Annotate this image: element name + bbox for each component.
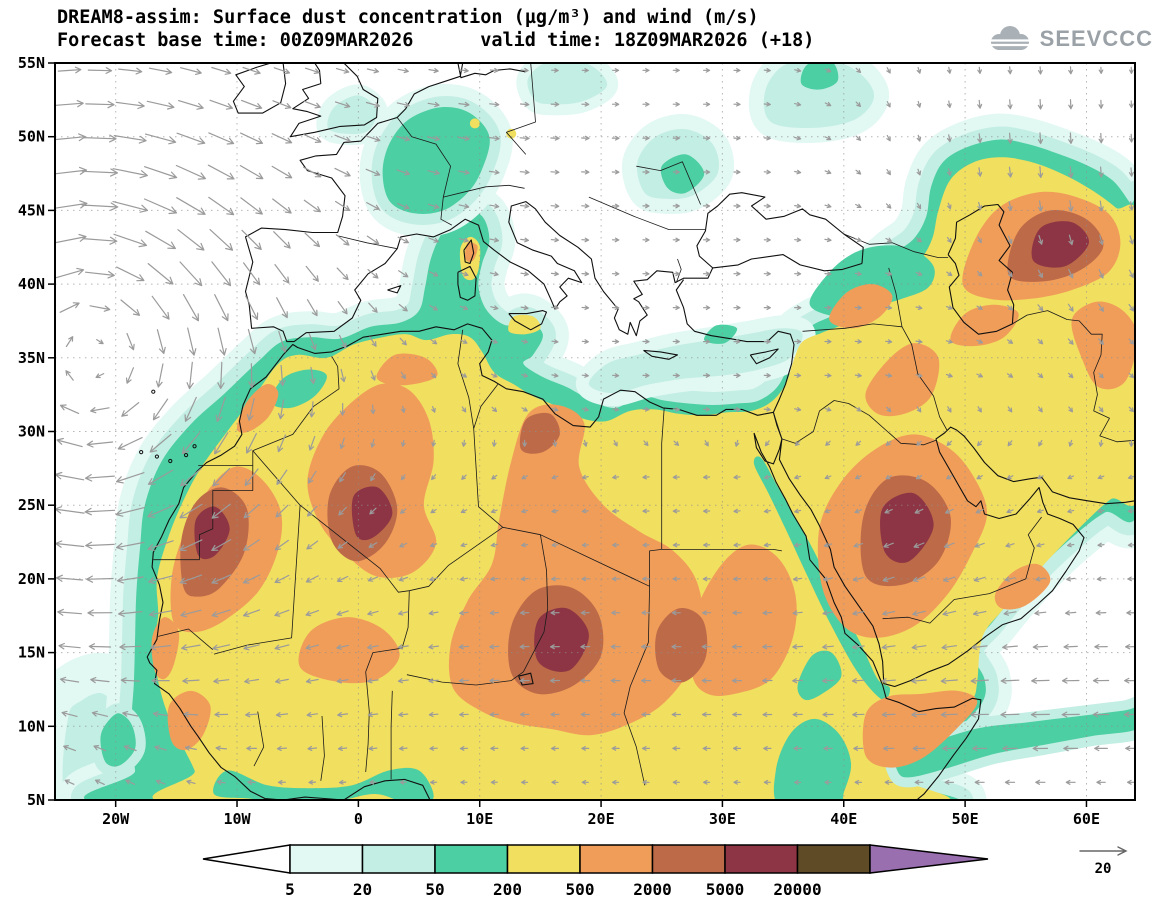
- wind-reference: 20: [1079, 846, 1128, 877]
- y-tick-label: 30N: [18, 423, 45, 441]
- x-tick-label: 20E: [588, 810, 615, 828]
- dust-concentration-layer: [55, 63, 1135, 800]
- y-tick-label: 55N: [18, 54, 45, 72]
- x-tick-label: 60E: [1073, 810, 1100, 828]
- logo-text: SEEVCCC: [1039, 26, 1153, 51]
- y-tick-label: 10N: [18, 717, 45, 735]
- chart-title: DREAM8-assim: Surface dust concentration…: [57, 7, 759, 28]
- x-tick-label: 0: [354, 810, 363, 828]
- x-tick-label: 40E: [830, 810, 857, 828]
- seevccc-logo: SEEVCCC: [986, 24, 1153, 54]
- y-tick-label: 35N: [18, 349, 45, 367]
- colorbar-tick-label: 20: [353, 880, 372, 899]
- x-tick-label: 30E: [709, 810, 736, 828]
- y-tick-label: 20N: [18, 570, 45, 588]
- coastlines: [139, 63, 1135, 800]
- x-tick-label: 10W: [223, 810, 251, 828]
- wind-arrows: [55, 66, 1135, 785]
- y-tick-label: 5N: [27, 791, 45, 809]
- gridlines: [55, 63, 1135, 800]
- colorbar-tick-label: 5000: [706, 880, 745, 899]
- wind-reference-label: 20: [1095, 861, 1112, 877]
- colorbar-tick-label: 5: [285, 880, 295, 899]
- x-tick-label: 10E: [466, 810, 493, 828]
- chart-subtitle: Forecast base time: 00Z09MAR2026 valid t…: [57, 30, 815, 51]
- y-tick-label: 25N: [18, 496, 45, 514]
- colorbar: 5 20 50 200 500 2000 5000 20000: [202, 844, 989, 899]
- x-tick-label: 20W: [102, 810, 130, 828]
- title-block: DREAM8-assim: Surface dust concentration…: [57, 6, 814, 52]
- cloud-icon: [986, 26, 1033, 50]
- y-tick-label: 45N: [18, 201, 45, 219]
- y-tick-label: 15N: [18, 644, 45, 662]
- colorbar-tick-label: 20000: [773, 880, 821, 899]
- colorbar-tick-label: 200: [493, 880, 522, 899]
- colorbar-tick-label: 2000: [633, 880, 672, 899]
- colorbar-tick-label: 50: [425, 880, 444, 899]
- country-borders: [153, 63, 1135, 786]
- colorbar-tick-label: 500: [566, 880, 595, 899]
- y-tick-label: 40N: [18, 275, 45, 293]
- axis-ticks: 20W 10W 0 10E 20E 30E 40E 50E 60E 55N 50N 45N 40N 35N…: [18, 54, 1100, 828]
- y-tick-label: 50N: [18, 128, 45, 146]
- x-tick-label: 50E: [952, 810, 979, 828]
